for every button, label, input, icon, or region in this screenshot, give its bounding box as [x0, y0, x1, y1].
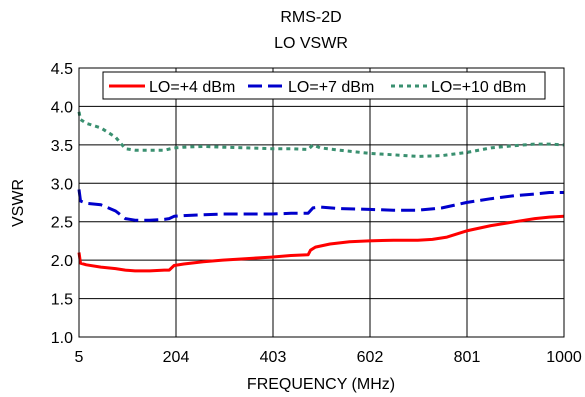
series-line-2: [77, 189, 564, 222]
x-tick-label: 5: [75, 349, 84, 366]
chart-subtitle: LO VSWR: [274, 35, 348, 52]
series-lines: [77, 111, 565, 273]
x-tick-label: 1000: [546, 349, 582, 366]
y-axis-title: VSWR: [10, 179, 27, 227]
legend-label-3: LO=+10 dBm: [431, 79, 526, 96]
y-tick-label: 3.0: [51, 176, 73, 193]
legend-label-2: LO=+7 dBm: [288, 79, 374, 96]
y-tick-label: 4.0: [51, 99, 73, 116]
x-tick-label: 403: [260, 349, 287, 366]
y-tick-label: 2.5: [51, 215, 73, 232]
y-tick-label: 4.5: [51, 61, 73, 78]
y-tick-label: 1.0: [51, 330, 73, 347]
legend-label-1: LO=+4 dBm: [149, 79, 235, 96]
series-line-3: [77, 111, 565, 158]
y-tick-label: 3.5: [51, 138, 73, 155]
tick-labels: 5 204 403 602 801 1000 1.0 1.5 2.0 2.5 3.0 3.5 4.0 4.…: [51, 61, 582, 366]
plot-border: [78, 67, 565, 338]
series-line-1: [77, 214, 565, 273]
grid: [78, 67, 565, 338]
legend: LO=+4 dBm LO=+7 dBm LO=+10 dBm: [102, 71, 546, 100]
y-tick-label: 1.5: [51, 292, 73, 309]
legend-items: LO=+4 dBm LO=+7 dBm LO=+10 dBm: [109, 79, 526, 96]
chart-title: RMS-2D: [280, 9, 341, 26]
x-tick-label: 801: [454, 349, 481, 366]
legend-box: [102, 71, 546, 100]
x-axis-title: FREQUENCY (MHz): [247, 376, 395, 393]
x-tick-label: 204: [163, 349, 190, 366]
x-tick-label: 602: [357, 349, 384, 366]
y-tick-label: 2.0: [51, 253, 73, 270]
